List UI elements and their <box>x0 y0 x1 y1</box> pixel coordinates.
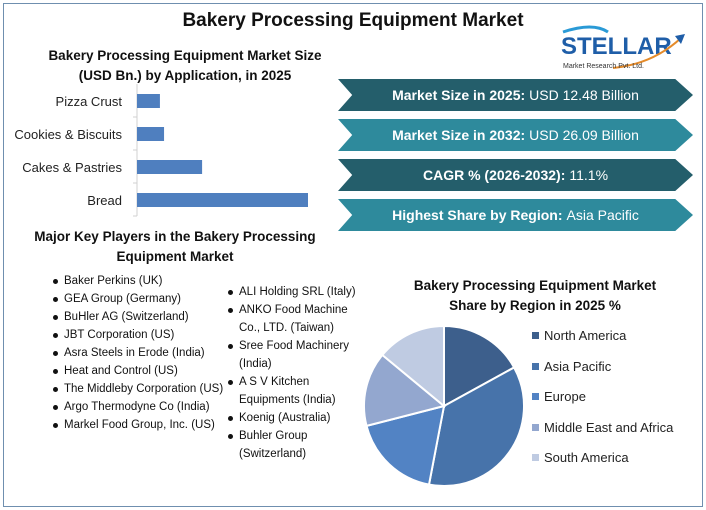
bar-chart-title: Bakery Processing Equipment Market Size … <box>48 48 322 83</box>
bar-category-label: Pizza Crust <box>56 94 123 109</box>
page-title: Bakery Processing Equipment Market <box>182 10 524 31</box>
stat-banner: Market Size in 2032: USD 26.09 Billion <box>338 119 693 151</box>
key-player-item: The Middleby Corporation (US) <box>52 380 227 398</box>
key-player-item: ALI Holding SRL (Italy) <box>227 283 362 301</box>
key-player-item: Baker Perkins (UK) <box>52 272 227 290</box>
key-player-item: Buhler Group (Switzerland) <box>227 427 362 463</box>
legend-label: Europe <box>544 389 586 404</box>
legend-label: Asia Pacific <box>544 358 612 374</box>
legend-label: North America <box>544 328 627 343</box>
legend-item: Europe <box>532 389 586 404</box>
svg-text:Market Research Pvt. Ltd.: Market Research Pvt. Ltd. <box>563 63 644 70</box>
svg-text:STELLAR: STELLAR <box>561 33 672 60</box>
pie-chart-title: Bakery Processing Equipment Market Share… <box>413 278 657 313</box>
pie-slice <box>380 324 445 409</box>
bar-category-label: Bread <box>87 193 122 208</box>
key-player-item: A S V Kitchen Equipments (India) <box>227 373 362 409</box>
legend-label: Middle East and Africa <box>544 419 674 435</box>
stat-label: CAGR % (2026-2032): <box>422 167 566 183</box>
key-player-item: Sree Food Machinery (India) <box>227 337 362 373</box>
bar <box>137 193 308 207</box>
bar <box>137 160 203 174</box>
pie-slice <box>363 353 447 428</box>
frame <box>3 3 703 507</box>
legend-item: South America <box>532 450 629 465</box>
key-player-item: JBT Corporation (US) <box>52 326 227 344</box>
pie-slice <box>443 324 516 408</box>
stat-banner: CAGR % (2026-2032): 11.1% <box>338 159 693 191</box>
legend-swatch <box>532 393 539 400</box>
stat-value: Asia Pacific <box>566 207 639 223</box>
key-players-title: Major Key Players in the Bakery Processi… <box>34 229 316 264</box>
stellar-logo: STELLAR Market Research Pvt. Ltd. <box>561 25 685 70</box>
legend-item: North America <box>532 328 626 343</box>
stat-label: Market Size in 2025: <box>392 87 526 103</box>
bar-category-label: Cookies & Biscuits <box>14 127 122 142</box>
legend-swatch <box>532 423 539 431</box>
legend-swatch <box>532 454 539 461</box>
legend-label: South America <box>544 450 629 465</box>
bar-category-label: Cakes & Pastries <box>22 160 122 175</box>
legend-swatch <box>532 332 539 339</box>
legend-item: Middle East and Africa <box>532 420 673 435</box>
key-player-item: BuHler AG (Switzerland) <box>52 308 227 326</box>
key-player-item: Markel Food Group, Inc. (US) <box>52 416 227 434</box>
key-player-item: Asra Steels in Erode (India) <box>52 344 227 362</box>
stat-value: USD 26.09 Billion <box>529 127 639 143</box>
bar <box>137 94 160 108</box>
bar <box>137 127 165 141</box>
legend-swatch <box>532 362 539 370</box>
key-player-item: Heat and Control (US) <box>52 362 227 380</box>
pie-slice <box>365 404 446 486</box>
stat-value: 11.1% <box>569 167 609 183</box>
legend-item: Asia Pacific <box>532 359 611 374</box>
stat-label: Highest Share by Region: <box>392 207 563 223</box>
stat-label: Market Size in 2032: <box>392 127 526 143</box>
stat-banner: Market Size in 2025: USD 12.48 Billion <box>338 79 693 111</box>
key-player-item: GEA Group (Germany) <box>52 290 227 308</box>
key-player-item: Koenig (Australia) <box>227 409 362 427</box>
stat-banner: Highest Share by Region: Asia Pacific <box>338 199 693 231</box>
key-player-item: ANKO Food Machine Co., LTD. (Taiwan) <box>227 301 362 337</box>
stat-value: USD 12.48 Billion <box>529 87 639 103</box>
key-player-item: Argo Thermodyne Co (India) <box>52 398 227 416</box>
pie-slice <box>427 366 525 487</box>
